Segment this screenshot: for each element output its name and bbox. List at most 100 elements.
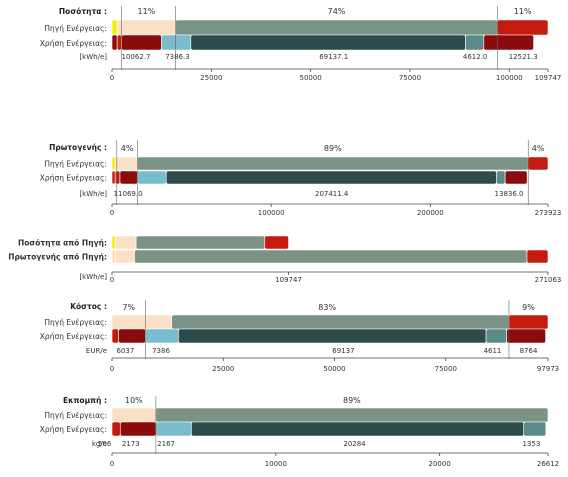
panel-1-value-label-0: 10062.7 [122, 53, 151, 61]
panel-1-source-seg-1 [116, 19, 176, 36]
panel-5-use-seg-4 [523, 421, 547, 437]
panel-1-tick-label-2: 50000 [299, 74, 321, 82]
panel-2-use-seg-1 [114, 170, 121, 185]
panel-3-row2-seg-0 [111, 249, 116, 264]
panel-4-row-label-2: Χρήση Ενέργειας: [40, 332, 107, 341]
panel-1-tick-label-4: 100000 [496, 74, 523, 82]
panel-5-use-seg-0 [111, 421, 121, 437]
panel-4-use-seg-2 [145, 328, 179, 344]
panel-2-source-seg-1 [114, 156, 138, 171]
panel-1-use-seg-2 [121, 34, 162, 51]
panel-5-source-seg-0 [111, 407, 157, 423]
panel-4-value-label-0: 6037 [117, 347, 135, 355]
panel-1-use-seg-4 [190, 34, 466, 51]
panel-1-percent-0: 11% [138, 7, 156, 16]
panel-5-source-seg-1 [155, 407, 549, 423]
panel-5-tick-label-0: 0 [110, 460, 114, 468]
panel-4-source-seg-1 [171, 314, 510, 330]
panel-1-value-label-4: 12521.3 [509, 53, 538, 61]
panel-4-percent-2: 9% [522, 303, 535, 312]
panel-1-use-seg-3 [161, 34, 192, 51]
panel-4-use-seg-5 [506, 328, 546, 344]
panel-4-unit: EUR/e [86, 347, 107, 355]
panel-2-use-seg-3 [137, 170, 167, 185]
panel-2-use-seg-0 [111, 170, 116, 185]
panel-3-tick-label-0: 0 [110, 276, 114, 284]
panel-4-value-label-3: 4611 [484, 347, 502, 355]
panel-2-use-seg-6 [504, 170, 528, 185]
panel-5-percent-0: 10% [125, 396, 143, 405]
panel-4-use-seg-1 [118, 328, 146, 344]
panel-2-title: Πρωτογενής : [49, 143, 107, 152]
panel-4-percent-1: 83% [318, 303, 336, 312]
panel-3-row1-seg-1 [114, 235, 137, 250]
panel-4-percent-0: 7% [122, 303, 135, 312]
panel-1-tick-label-1: 25000 [200, 74, 222, 82]
panel-1-value-label-2: 69137.1 [319, 53, 348, 61]
panel-1-use-seg-5 [465, 34, 485, 51]
panel-5-percent-1: 89% [343, 396, 361, 405]
panel-2-source-seg-2 [137, 156, 529, 171]
panel-2-row-label-1: Πηγή Ενέργειας: [44, 159, 107, 168]
panel-3-tick-label-2: 271063 [535, 276, 562, 284]
panel-4-row-label-1: Πηγή Ενέργειας: [44, 318, 107, 327]
panel-4-value-label-4: 8764 [520, 347, 538, 355]
panel-5-tick-label-3: 26612 [537, 460, 559, 468]
panel-5-row-label-1: Πηγή Ενέργειας: [44, 411, 107, 420]
panel-2-use-seg-2 [119, 170, 138, 185]
panel-4-tick-label-3: 75000 [435, 365, 457, 373]
panel-3-row1-seg-3 [264, 235, 289, 250]
panel-2-value-label-0: 11069.0 [114, 190, 143, 198]
panel-1-unit: [kWh/e] [79, 53, 107, 61]
panel-4-tick-label-0: 0 [110, 365, 114, 373]
panel-3-row2-seg-2 [134, 249, 528, 264]
panel-2-value-label-1: 207411.4 [315, 190, 349, 198]
panel-4-use-seg-0 [111, 328, 119, 344]
panel-2-tick-label-2: 200000 [417, 209, 444, 217]
panel-1-tick-label-0: 0 [110, 74, 114, 82]
panel-1-row-label-2: Χρήση Ενέργειας: [40, 39, 107, 48]
panel-1-use-seg-0 [111, 34, 118, 51]
panel-2-use-seg-5 [496, 170, 506, 185]
panel-2-percent-0: 4% [121, 144, 134, 153]
panel-1-value-label-3: 4612.0 [463, 53, 488, 61]
panel-4-tick-label-2: 50000 [323, 365, 345, 373]
panel-5-value-label-4: 1353 [522, 440, 540, 448]
panel-5-row-label-2: Χρήση Ενέργειας: [40, 425, 107, 434]
panel-3-row1-seg-0 [111, 235, 116, 250]
panel-5-use-seg-2 [155, 421, 192, 437]
panel-3-row1-seg-2 [135, 235, 266, 250]
panel-1-percent-1: 74% [328, 7, 346, 16]
panel-5-tick-label-1: 10000 [265, 460, 287, 468]
panel-1-value-label-1: 7386.3 [165, 53, 190, 61]
panel-2-percent-2: 4% [532, 144, 545, 153]
panel-2-source-seg-3 [527, 156, 549, 171]
panel-5-unit: kg/e [92, 440, 107, 448]
panel-5-value-label-3: 20284 [343, 440, 366, 448]
panel-4-use-seg-4 [485, 328, 507, 344]
panel-2-tick-label-3: 273923 [535, 209, 562, 217]
panel-5-tick-label-2: 20000 [429, 460, 451, 468]
panel-1-use-seg-1 [116, 34, 122, 51]
panel-5-value-label-0: 506 [98, 440, 112, 448]
panel-4-value-label-2: 69137 [332, 347, 354, 355]
panel-2-source-seg-0 [111, 156, 116, 171]
panel-2-percent-1: 89% [324, 144, 342, 153]
panel-4-tick-label-1: 25000 [212, 365, 234, 373]
panel-5-use-seg-3 [191, 421, 525, 437]
panel-1-title: Ποσότητα : [59, 7, 107, 16]
panel-1-row-label-1: Πηγή Ενέργειας: [44, 24, 107, 33]
panel-2-tick-label-1: 100000 [258, 209, 285, 217]
panel-5-value-label-1: 2173 [122, 440, 140, 448]
panel-5-title: Εκπομπή : [63, 396, 107, 405]
panel-3-row-label-1: Ποσότητα από Πηγή: [18, 238, 107, 247]
panel-2-value-label-2: 13836.0 [495, 190, 524, 198]
panel-4-source-seg-0 [111, 314, 172, 330]
panel-1-tick-label-5: 109747 [535, 74, 562, 82]
panel-2-unit: [kWh/e] [79, 190, 107, 198]
panel-3-row2-seg-1 [114, 249, 135, 264]
panel-4-use-seg-3 [178, 328, 487, 344]
panel-1-use-seg-6 [483, 34, 534, 51]
panel-1-percent-2: 11% [514, 7, 532, 16]
